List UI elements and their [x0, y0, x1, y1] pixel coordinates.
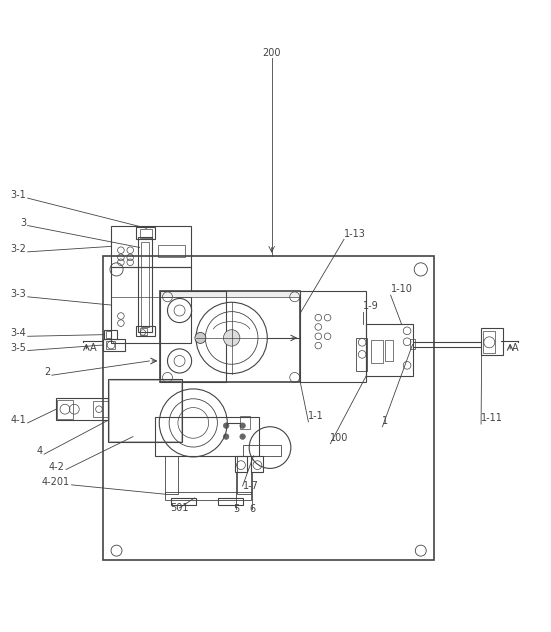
Bar	[385, 340, 393, 361]
Bar	[106, 341, 115, 349]
Text: 2: 2	[45, 367, 51, 377]
Bar	[139, 229, 152, 238]
Text: 3-3: 3-3	[10, 289, 26, 299]
Bar	[371, 339, 383, 363]
Circle shape	[223, 330, 240, 346]
Bar	[138, 236, 152, 332]
Bar	[111, 226, 191, 267]
Bar	[103, 339, 125, 351]
Text: 501: 501	[170, 502, 189, 513]
Bar	[218, 498, 242, 505]
Bar	[235, 456, 247, 472]
Bar	[57, 401, 73, 418]
Bar	[160, 291, 300, 382]
Text: 1-1: 1-1	[309, 411, 324, 421]
Bar	[240, 416, 250, 430]
Text: 4-2: 4-2	[48, 461, 64, 471]
Circle shape	[223, 423, 229, 428]
Bar	[165, 456, 179, 494]
Bar	[160, 291, 226, 382]
Text: 1-11: 1-11	[481, 413, 503, 423]
Text: 1-10: 1-10	[391, 284, 413, 295]
Bar	[165, 492, 251, 500]
Bar	[103, 256, 435, 560]
Text: 4: 4	[36, 446, 42, 456]
Text: 6: 6	[250, 504, 256, 514]
Bar	[111, 267, 191, 343]
Text: 5: 5	[233, 504, 239, 514]
Bar	[94, 401, 109, 417]
Text: 3-1: 3-1	[10, 190, 26, 200]
Bar	[56, 398, 109, 420]
Text: 200: 200	[262, 47, 281, 58]
Text: 1: 1	[382, 416, 388, 426]
Bar	[136, 326, 155, 336]
Text: 1-9: 1-9	[363, 301, 379, 311]
Text: 1-13: 1-13	[344, 229, 366, 238]
Bar	[481, 328, 503, 355]
Text: 3-4: 3-4	[10, 328, 26, 338]
Bar	[356, 338, 367, 371]
Bar	[106, 331, 111, 338]
Bar	[483, 331, 495, 353]
Text: 3-5: 3-5	[10, 343, 26, 353]
Circle shape	[240, 434, 245, 439]
Bar	[158, 245, 185, 257]
Bar	[110, 380, 181, 441]
Circle shape	[223, 434, 229, 439]
Bar	[160, 291, 300, 297]
Bar	[139, 328, 147, 335]
Text: 3: 3	[20, 217, 26, 228]
Bar	[251, 456, 263, 472]
Bar	[155, 417, 259, 456]
Text: 3-2: 3-2	[10, 244, 26, 254]
Bar	[242, 445, 281, 456]
Bar	[109, 379, 182, 442]
Bar	[141, 242, 149, 327]
Bar	[300, 291, 366, 382]
Circle shape	[240, 423, 245, 428]
Text: A: A	[512, 343, 519, 353]
Text: 1-7: 1-7	[242, 481, 258, 490]
Bar	[366, 324, 413, 376]
Text: 4-201: 4-201	[42, 477, 70, 487]
Text: 100: 100	[330, 433, 349, 443]
Text: A: A	[90, 343, 97, 353]
Bar	[237, 456, 251, 494]
Circle shape	[195, 332, 206, 343]
Bar	[136, 227, 155, 240]
Text: 4-1: 4-1	[10, 415, 26, 425]
Bar	[171, 498, 196, 505]
Bar	[105, 331, 116, 339]
Bar	[410, 339, 415, 349]
